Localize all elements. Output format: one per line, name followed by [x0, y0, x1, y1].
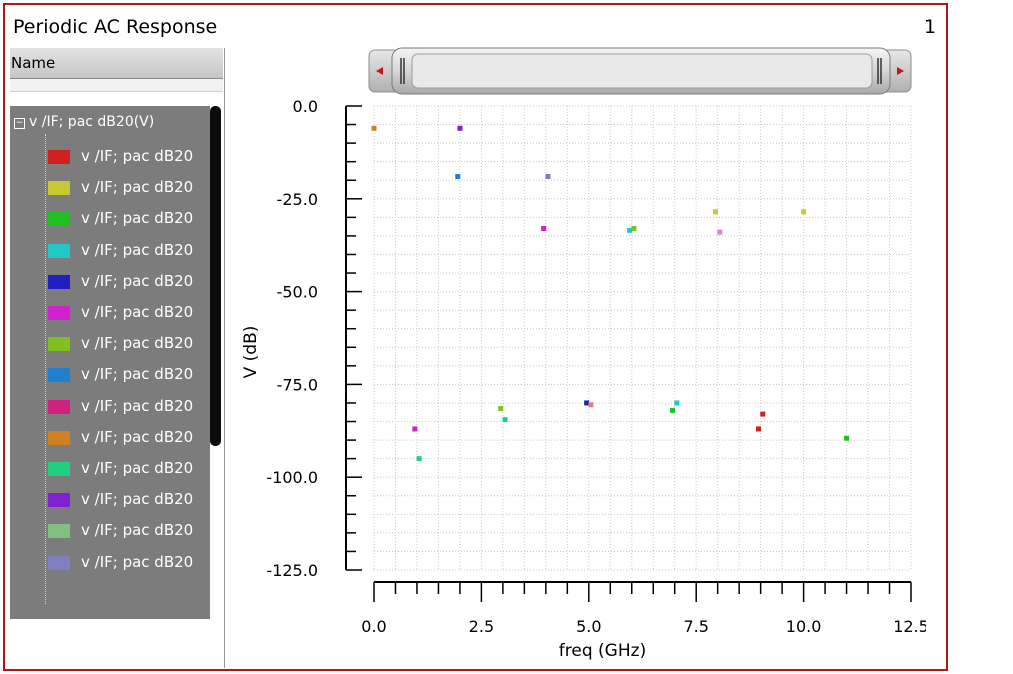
trace-browser-panel: Name − v /IF; pac dB20(V) v /IF; pac dB20… — [10, 48, 225, 668]
trace-color-swatch — [48, 524, 70, 539]
trace-label: v /IF; pac dB20 — [81, 178, 194, 197]
x-tick-label: 2.5 — [469, 617, 494, 636]
data-point — [760, 411, 766, 417]
data-point — [455, 174, 461, 180]
x-tick-label: 12.5 — [893, 617, 926, 636]
trace-list-item[interactable]: v /IF; pac dB20 — [10, 238, 210, 268]
x-tick-label: 7.5 — [683, 617, 708, 636]
trace-label: v /IF; pac dB20 — [81, 334, 194, 353]
trace-list-item[interactable]: v /IF; pac dB20 — [10, 487, 210, 517]
trace-label: v /IF; pac dB20 — [81, 459, 194, 477]
trace-list-item[interactable]: v /IF; pac dB20 — [10, 456, 210, 486]
data-point — [713, 209, 719, 215]
trace-list-item[interactable]: v /IF; pac dB20 — [10, 331, 210, 361]
trace-label: v /IF; pac dB20 — [81, 427, 194, 446]
y-tick-labels: 0.0 -25.0 -50.0 -75.0 -100.0 -125.0 — [266, 100, 318, 580]
data-point — [412, 426, 418, 432]
data-point — [674, 400, 680, 406]
trace-list-item[interactable]: v /IF; pac dB20 — [10, 394, 210, 424]
trace-color-swatch — [48, 337, 70, 352]
trace-label: v /IF; pac dB20 — [81, 209, 194, 228]
data-point — [801, 209, 807, 215]
scroll-left-arrow-icon[interactable] — [376, 67, 383, 75]
trace-list-item[interactable]: v /IF; pac dB20 — [10, 300, 210, 330]
trace-color-swatch — [48, 430, 70, 445]
horizontal-zoom-scrollbar[interactable] — [368, 44, 912, 98]
data-point — [541, 225, 547, 231]
y-axis-label: V (dB) — [241, 326, 261, 379]
y-tick-label: -100.0 — [266, 468, 318, 487]
page-number: 1 — [924, 16, 937, 38]
tree-root-label: v /IF; pac dB20(V) — [29, 114, 155, 130]
x-tick-label: 10.0 — [786, 617, 822, 636]
y-tick-label: -75.0 — [277, 375, 318, 394]
x-tick-labels: 0.0 2.5 5.0 7.5 10.0 12.5 — [361, 617, 926, 636]
trace-label: v /IF; pac dB20 — [81, 240, 194, 259]
trace-label: v /IF; pac dB20 — [81, 521, 194, 540]
trace-label: v /IF; pac dB20 — [81, 147, 194, 165]
y-tick-label: -25.0 — [277, 190, 318, 209]
trace-label: v /IF; pac dB20 — [81, 490, 194, 509]
trace-color-swatch — [48, 368, 70, 383]
pac-plot: 0.0 -25.0 -50.0 -75.0 -100.0 -125.0 0.0 2.5 5.0… — [241, 100, 926, 660]
trace-color-swatch — [48, 243, 70, 258]
trace-label: v /IF; pac dB20 — [81, 271, 194, 290]
trace-color-swatch — [48, 212, 70, 227]
trace-color-swatch — [48, 493, 70, 508]
y-tick-label: -50.0 — [277, 283, 318, 302]
data-point — [498, 406, 504, 412]
trace-label: v /IF; pac dB20 — [81, 365, 194, 384]
data-points — [371, 125, 850, 462]
trace-color-swatch — [48, 399, 70, 414]
data-point — [371, 125, 377, 131]
trace-color-swatch — [48, 462, 70, 476]
x-axis-label: freq (GHz) — [559, 641, 646, 660]
trace-list-item[interactable]: v /IF; pac dB20 — [10, 550, 210, 580]
name-column-header[interactable]: Name — [10, 48, 223, 79]
data-point — [588, 402, 594, 408]
y-tick-label: 0.0 — [293, 100, 318, 116]
trace-color-swatch — [48, 274, 70, 289]
scroll-right-arrow-icon[interactable] — [897, 67, 904, 75]
data-point — [545, 174, 551, 180]
trace-color-swatch — [48, 150, 70, 164]
window-title: Periodic AC Response — [13, 16, 218, 38]
trace-list-item[interactable]: v /IF; pac dB20 — [10, 269, 210, 299]
trace-list-item[interactable]: v /IF; pac dB20 — [10, 518, 210, 548]
data-point — [584, 400, 590, 406]
trace-tree: − v /IF; pac dB20(V) v /IF; pac dB20 v /IF… — [10, 106, 210, 619]
trace-label: v /IF; pac dB20 — [81, 303, 194, 321]
tree-root-node[interactable]: − v /IF; pac dB20(V) — [14, 114, 154, 130]
trace-color-swatch — [48, 181, 70, 196]
trace-list-item[interactable]: v /IF; pac dB20 — [10, 425, 210, 455]
data-point — [416, 456, 422, 462]
filter-row[interactable] — [10, 79, 223, 92]
data-point — [717, 229, 723, 235]
trace-list-item[interactable]: v /IF; pac dB20 — [10, 144, 210, 174]
trace-list-item[interactable]: v /IF; pac dB20 — [10, 206, 210, 236]
x-tick-label: 5.0 — [576, 617, 601, 636]
trace-list-item[interactable]: v /IF; pac dB20 — [10, 175, 210, 205]
tree-scrollbar-thumb[interactable] — [210, 106, 221, 446]
data-point — [502, 417, 508, 423]
scroll-thumb-inner — [411, 53, 873, 89]
data-point — [844, 435, 850, 441]
plot-grid — [373, 105, 912, 571]
data-point — [670, 407, 676, 413]
tree-branch-line — [45, 134, 46, 604]
trace-color-swatch — [48, 306, 70, 320]
data-point — [755, 426, 761, 432]
name-column-header-label: Name — [11, 54, 56, 72]
x-tick-label: 0.0 — [361, 617, 386, 636]
trace-label: v /IF; pac dB20 — [81, 552, 194, 571]
data-point — [627, 227, 633, 233]
plot-axes — [345, 105, 912, 602]
trace-label: v /IF; pac dB20 — [81, 396, 194, 415]
trace-color-swatch — [48, 555, 70, 570]
y-tick-label: -125.0 — [266, 561, 318, 580]
data-point — [631, 225, 637, 231]
trace-list-item[interactable]: v /IF; pac dB20 — [10, 362, 210, 392]
collapse-icon[interactable]: − — [14, 118, 25, 129]
data-point — [457, 125, 463, 131]
